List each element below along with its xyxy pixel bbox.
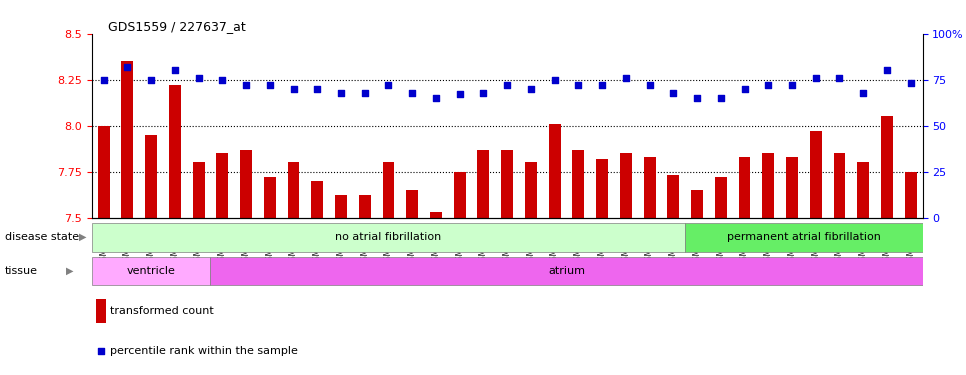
Point <box>381 82 396 88</box>
Point <box>499 82 515 88</box>
Point <box>641 82 657 88</box>
Point <box>582 140 598 146</box>
Point <box>618 75 634 81</box>
Text: percentile rank within the sample: percentile rank within the sample <box>110 346 298 355</box>
Bar <box>264 177 275 218</box>
Point <box>143 77 158 83</box>
Bar <box>620 153 632 218</box>
Bar <box>169 85 181 218</box>
Bar <box>786 157 798 218</box>
Point <box>547 77 562 83</box>
Bar <box>241 150 252 217</box>
Text: GDS1559 / 227637_at: GDS1559 / 227637_at <box>108 20 246 33</box>
Bar <box>454 172 466 217</box>
Point <box>357 90 373 96</box>
Bar <box>311 181 324 218</box>
Point <box>808 75 823 81</box>
Bar <box>430 212 441 217</box>
Bar <box>715 177 726 218</box>
Text: ▶: ▶ <box>79 232 87 242</box>
Bar <box>501 150 513 217</box>
Bar <box>407 190 418 217</box>
Bar <box>691 190 703 217</box>
Bar <box>596 159 608 218</box>
Bar <box>192 162 205 218</box>
Bar <box>477 150 490 217</box>
Text: ventricle: ventricle <box>127 266 176 276</box>
Point <box>333 90 349 96</box>
Point <box>524 86 539 92</box>
Point <box>286 86 301 92</box>
Bar <box>905 172 917 217</box>
Text: atrium: atrium <box>548 266 585 276</box>
Point <box>475 90 491 96</box>
Bar <box>810 131 822 218</box>
Bar <box>857 162 869 218</box>
Point <box>214 77 230 83</box>
Bar <box>92 223 685 252</box>
Point <box>760 82 776 88</box>
Point <box>856 90 871 96</box>
Point <box>239 82 254 88</box>
Bar <box>122 62 133 217</box>
Text: disease state: disease state <box>5 232 79 242</box>
Point <box>879 68 895 74</box>
Point <box>666 90 681 96</box>
Bar <box>98 126 109 218</box>
Bar <box>211 256 923 285</box>
Bar <box>216 153 228 218</box>
Point <box>594 82 610 88</box>
Bar <box>668 175 679 217</box>
Bar <box>881 116 893 218</box>
Bar <box>762 153 774 218</box>
Point <box>713 95 728 101</box>
Text: ▶: ▶ <box>66 266 73 276</box>
Point <box>784 82 800 88</box>
Point <box>903 80 919 86</box>
Bar <box>573 150 584 217</box>
Bar <box>96 298 106 323</box>
Point <box>452 92 468 98</box>
Point <box>96 77 111 83</box>
Point <box>690 95 705 101</box>
Bar <box>358 195 371 217</box>
Text: permanent atrial fibrillation: permanent atrial fibrillation <box>726 232 881 242</box>
Bar <box>739 157 751 218</box>
Text: transformed count: transformed count <box>110 306 213 316</box>
Bar <box>288 162 299 218</box>
Text: tissue: tissue <box>5 266 38 276</box>
Bar <box>145 135 157 218</box>
Point <box>832 75 847 81</box>
Point <box>262 82 277 88</box>
Bar <box>92 256 211 285</box>
Bar <box>643 157 656 218</box>
Bar <box>525 162 537 218</box>
Point <box>120 64 135 70</box>
Bar <box>834 153 845 218</box>
Bar <box>383 162 394 218</box>
Point <box>167 68 183 74</box>
Point <box>571 82 586 88</box>
Bar <box>335 195 347 217</box>
Point <box>191 75 207 81</box>
Bar <box>685 223 923 252</box>
Point <box>737 86 753 92</box>
Bar <box>549 124 560 218</box>
Text: no atrial fibrillation: no atrial fibrillation <box>335 232 441 242</box>
Point <box>309 86 325 92</box>
Point <box>405 90 420 96</box>
Point <box>428 95 443 101</box>
